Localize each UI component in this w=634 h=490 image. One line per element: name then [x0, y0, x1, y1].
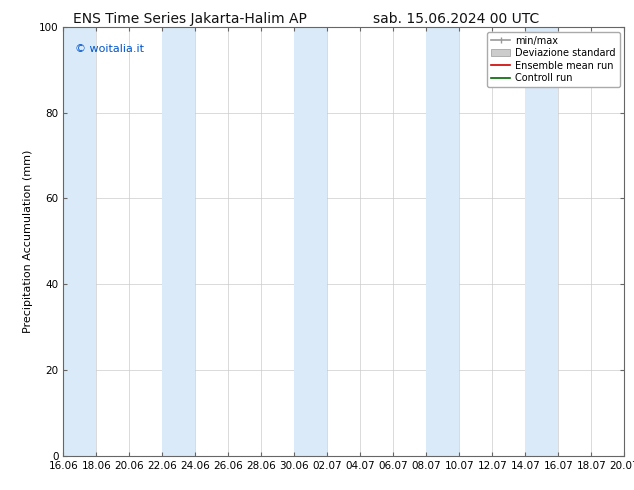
Text: © woitalia.it: © woitalia.it: [75, 44, 144, 54]
Bar: [526, 27, 559, 456]
Bar: [294, 27, 327, 456]
Text: sab. 15.06.2024 00 UTC: sab. 15.06.2024 00 UTC: [373, 12, 540, 26]
Bar: [162, 27, 195, 456]
Y-axis label: Precipitation Accumulation (mm): Precipitation Accumulation (mm): [23, 149, 34, 333]
Bar: [427, 27, 460, 456]
Legend: min/max, Deviazione standard, Ensemble mean run, Controll run: min/max, Deviazione standard, Ensemble m…: [487, 32, 619, 87]
Bar: [63, 27, 96, 456]
Text: ENS Time Series Jakarta-Halim AP: ENS Time Series Jakarta-Halim AP: [74, 12, 307, 26]
